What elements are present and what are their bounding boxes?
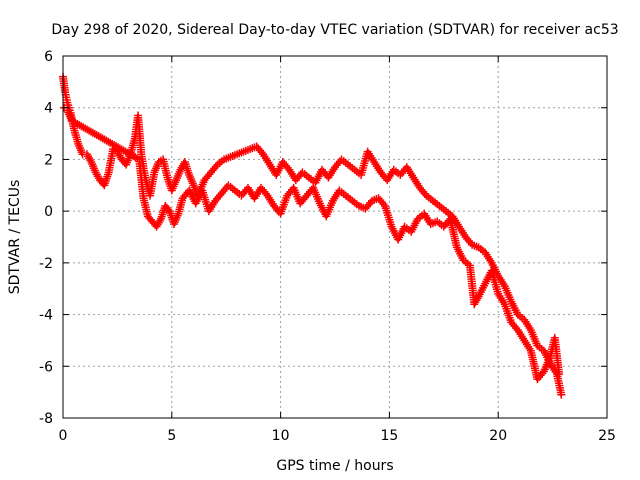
grid bbox=[63, 56, 607, 418]
y-tick-label: -2 bbox=[39, 256, 53, 272]
y-tick-label: -6 bbox=[39, 359, 53, 375]
y-tick-label: -8 bbox=[39, 411, 53, 427]
x-tick-label: 0 bbox=[59, 428, 68, 444]
data-point bbox=[557, 390, 566, 399]
y-tick-label: 4 bbox=[44, 101, 53, 117]
y-tick-label: 0 bbox=[44, 204, 53, 220]
chart-title: Day 298 of 2020, Sidereal Day-to-day VTE… bbox=[51, 22, 618, 38]
y-tick-label: 2 bbox=[44, 152, 53, 168]
x-tick-label: 25 bbox=[598, 428, 616, 444]
x-axis-label: GPS time / hours bbox=[276, 458, 393, 474]
y-tick-label: 6 bbox=[44, 49, 53, 65]
axis-ticks: 0 5 10 15 20 25 -8 -6 -4 -2 0 2 4 6 bbox=[39, 49, 616, 444]
y-axis-label: SDTVAR / TECUs bbox=[7, 180, 23, 295]
data-point bbox=[555, 370, 564, 379]
y-tick-label: -4 bbox=[39, 308, 53, 324]
data-points bbox=[59, 72, 566, 399]
x-tick-label: 15 bbox=[380, 428, 398, 444]
x-tick-label: 5 bbox=[167, 428, 176, 444]
x-tick-label: 10 bbox=[272, 428, 290, 444]
plot-frame bbox=[62, 55, 608, 419]
x-tick-label: 20 bbox=[489, 428, 507, 444]
